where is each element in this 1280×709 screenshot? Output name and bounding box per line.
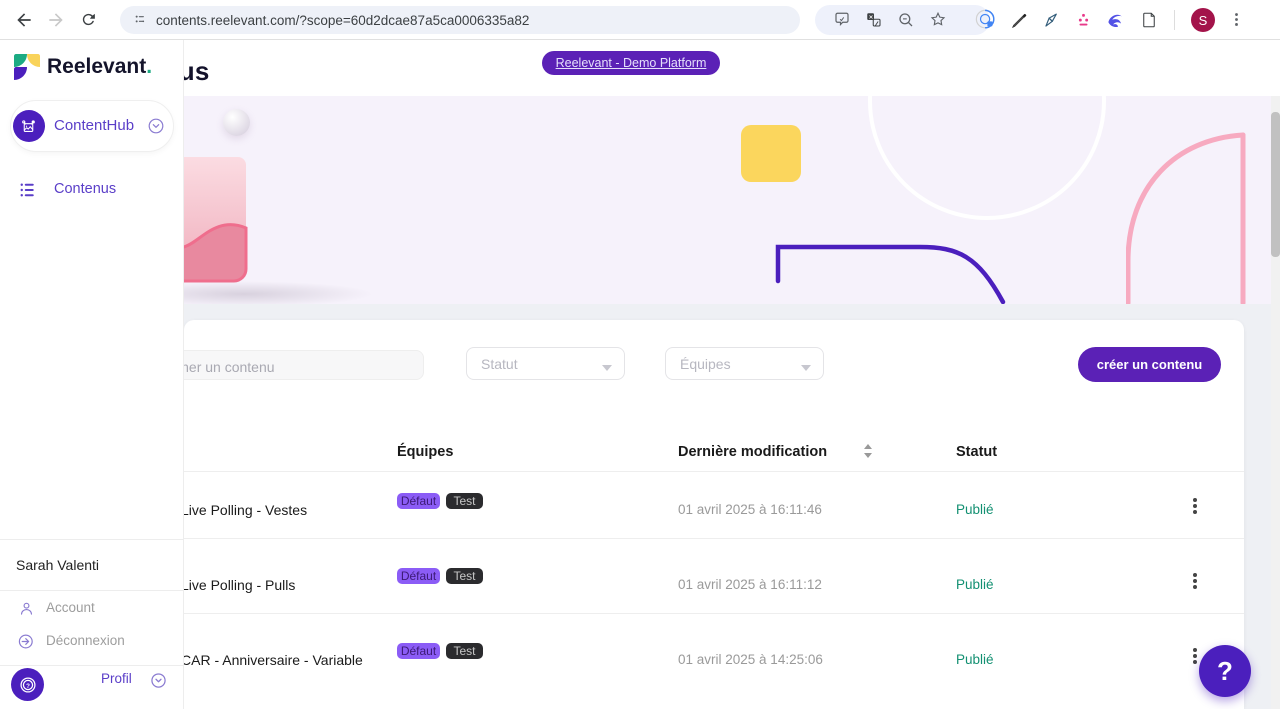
svg-text:?: ? [26, 682, 30, 689]
